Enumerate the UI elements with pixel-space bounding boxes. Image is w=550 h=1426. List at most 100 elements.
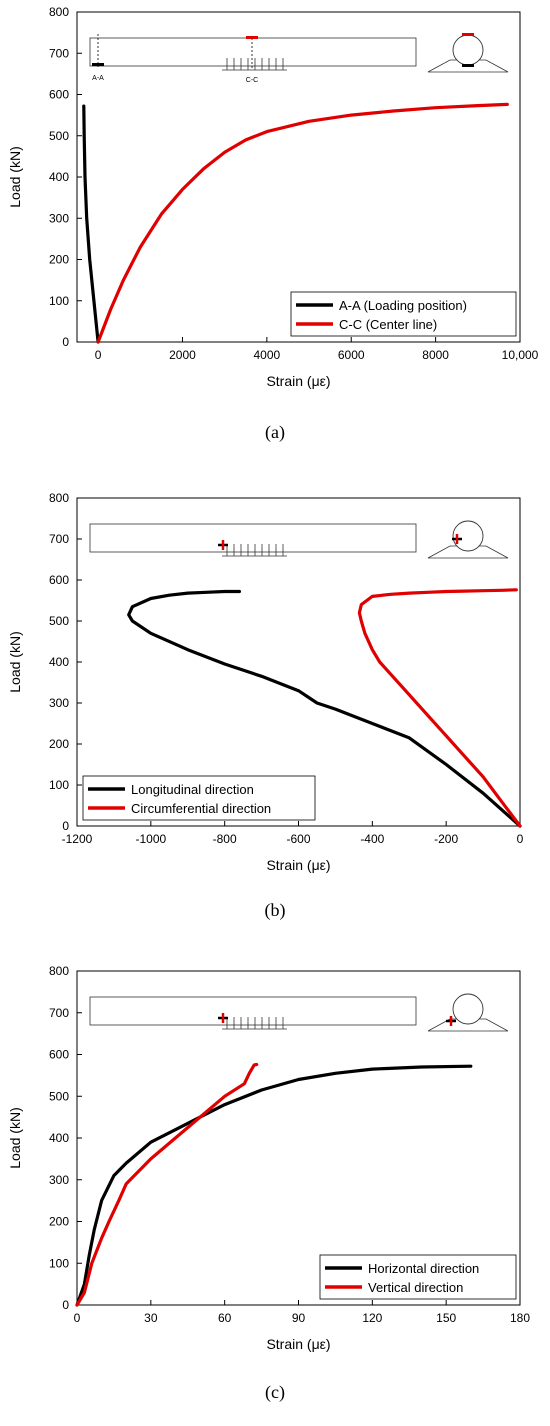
data-point: [519, 825, 521, 827]
pipe-section: [452, 520, 484, 552]
x-tick-label: 6000: [338, 348, 365, 362]
data-point: [371, 595, 373, 597]
data-point: [83, 1283, 85, 1285]
data-point: [150, 1141, 152, 1143]
figure-label-c: (c): [265, 1382, 285, 1402]
y-tick-label: 300: [49, 1173, 69, 1187]
x-axis-label: Strain (με): [266, 1336, 330, 1352]
y-axis-label: Load (kN): [7, 1107, 23, 1168]
data-point: [266, 131, 268, 133]
data-point: [238, 590, 240, 593]
data-point: [150, 632, 152, 634]
data-point: [205, 591, 207, 593]
data-point: [297, 1078, 300, 1081]
data-point: [392, 110, 394, 112]
data-point: [150, 597, 152, 600]
data-point: [482, 590, 484, 592]
y-tick-label: 800: [49, 964, 69, 978]
chart-a: 0 2000 4000 6000 8000 10,000 0 100 200 300 400 500 6…: [7, 5, 539, 389]
section-top-gauge: [462, 33, 474, 36]
y-tick-label: 700: [49, 1006, 69, 1020]
data-point: [435, 107, 437, 109]
series-line-2: [96, 102, 509, 344]
legend-box: [319, 1254, 517, 1300]
data-point: [515, 589, 517, 591]
inset-schematic: [89, 993, 509, 1032]
x-tick-label: -800: [213, 832, 237, 846]
data-point: [256, 1063, 258, 1066]
data-point: [108, 1220, 110, 1223]
x-tick-label: 4000: [254, 348, 281, 362]
data-point: [360, 620, 362, 622]
data-point: [89, 258, 91, 261]
y-tick-label: 600: [49, 573, 69, 587]
data-point: [408, 694, 410, 696]
x-tick-label: 0: [517, 832, 524, 846]
data-point: [364, 632, 366, 634]
data-point: [174, 1137, 176, 1139]
data-point: [122, 279, 124, 281]
y-axis-label: Load (kN): [7, 146, 23, 207]
data-point: [113, 1175, 115, 1177]
data-point: [137, 1170, 140, 1172]
data-point: [83, 135, 85, 137]
figure-label-a: (a): [265, 422, 285, 442]
x-tick-label: -400: [360, 832, 384, 846]
y-tick-label: 400: [49, 655, 69, 669]
x-tick-label: 10,000: [502, 348, 539, 362]
data-point: [97, 341, 99, 343]
data-point: [101, 1200, 103, 1202]
data-point: [168, 594, 170, 596]
data-point: [224, 590, 226, 593]
y-tick-label: 0: [62, 819, 69, 833]
data-point: [83, 105, 85, 107]
data-point: [358, 612, 360, 614]
data-point: [118, 1200, 120, 1202]
data-point: [334, 1072, 336, 1074]
data-point: [408, 592, 410, 594]
beam-outline: [89, 996, 417, 1026]
data-point: [248, 1072, 250, 1074]
data-point: [261, 675, 263, 677]
x-tick-label: -1200: [62, 832, 93, 846]
x-axis-label: Strain (με): [266, 857, 330, 873]
y-tick-label: 0: [62, 1298, 69, 1312]
legend: A-A (Loading position) C-C (Center line): [290, 291, 517, 337]
series-line-1: [82, 104, 100, 344]
data-point: [84, 176, 86, 178]
y-tick-label: 100: [49, 778, 69, 792]
data-point: [224, 1095, 226, 1097]
data-point: [464, 590, 466, 592]
y-tick-label: 0: [62, 335, 69, 349]
legend-label: Longitudinal direction: [131, 782, 254, 797]
legend-box: [290, 291, 517, 337]
y-tick-label: 200: [49, 737, 69, 751]
y-tick-label: 300: [49, 696, 69, 710]
data-point: [199, 1116, 201, 1118]
support-saddle: [427, 545, 509, 559]
data-point: [253, 1064, 255, 1066]
data-point: [203, 168, 205, 170]
panel-c: 0 30 60 90 120 150 180 0 100 200 300 400 500 600 700 80…: [0, 940, 550, 1421]
data-point: [500, 589, 503, 591]
x-axis-label: Strain (με): [266, 373, 330, 389]
data-point: [110, 308, 112, 310]
data-point: [139, 246, 141, 248]
data-point: [83, 1291, 85, 1294]
data-point: [506, 103, 508, 105]
data-point: [316, 702, 318, 704]
y-tick-label: 100: [49, 1256, 69, 1270]
x-tick-label: 90: [292, 1311, 306, 1325]
y-tick-label: 700: [49, 46, 69, 60]
data-point: [360, 604, 362, 606]
y-tick-label: 600: [49, 1048, 69, 1062]
data-point: [470, 1065, 472, 1067]
legend-label: Circumferential direction: [131, 801, 271, 816]
data-point: [76, 1304, 78, 1306]
y-tick-label: 200: [49, 253, 69, 267]
data-point: [350, 114, 352, 116]
y-axis-label: Load (kN): [7, 631, 23, 692]
legend-label: C-C (Center line): [339, 317, 437, 332]
gauge-a-mark: [92, 63, 104, 66]
y-tick-label: 500: [49, 614, 69, 628]
